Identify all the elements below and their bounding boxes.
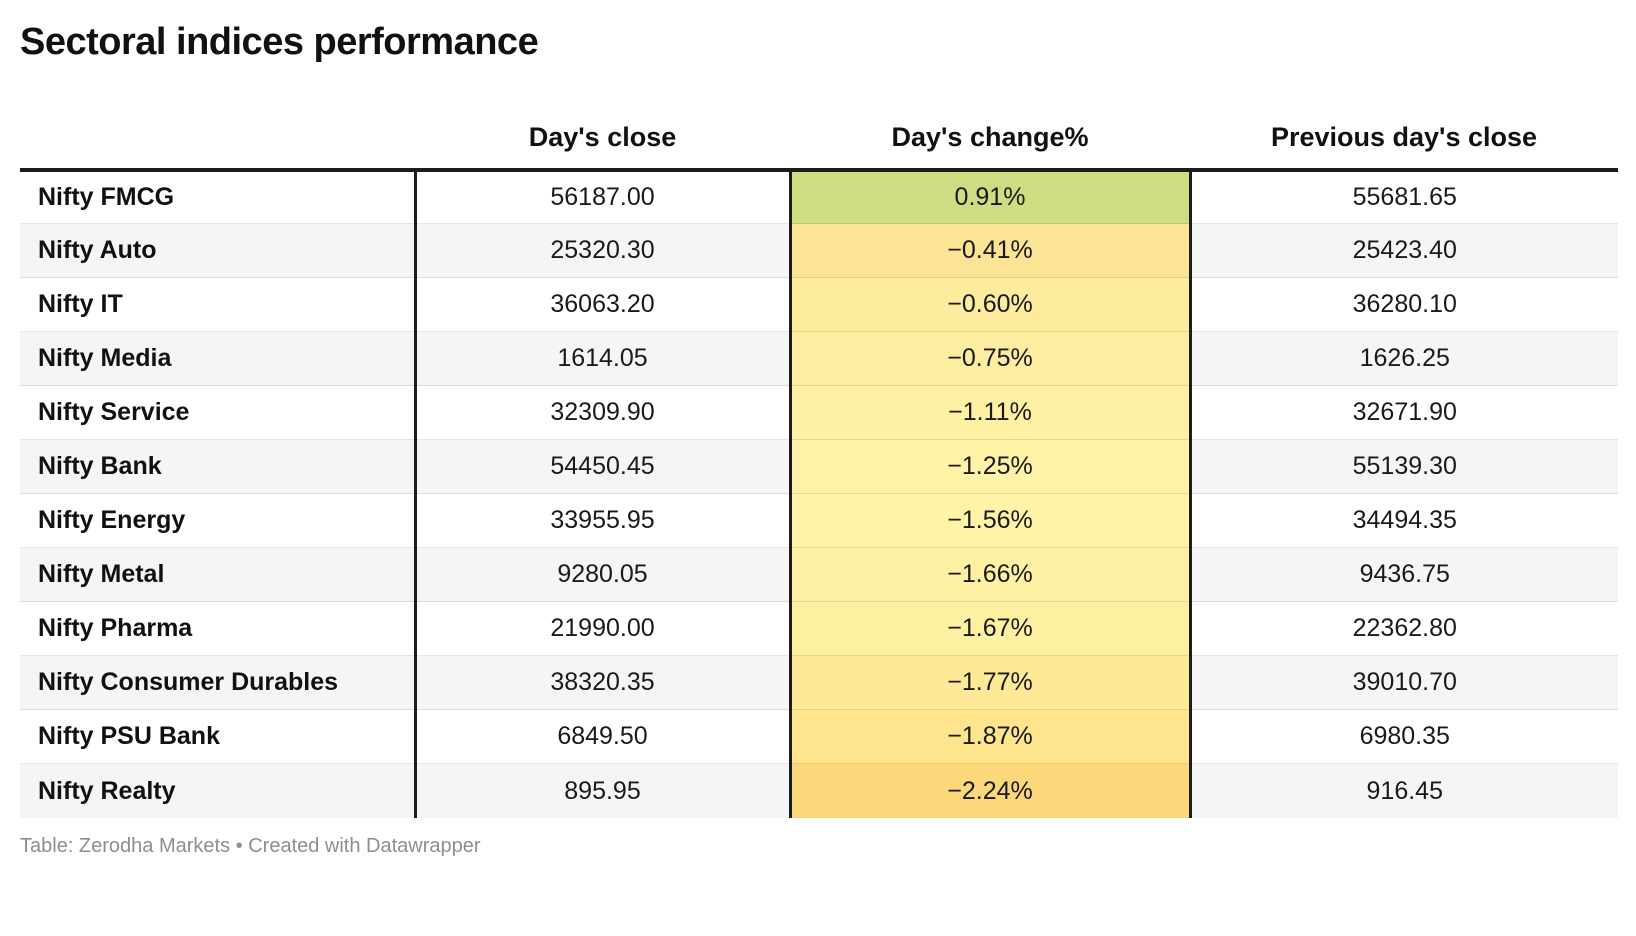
row-label: Nifty Metal: [20, 547, 415, 602]
days-change-cell: −0.60%: [788, 277, 1192, 332]
days-change-cell: −1.56%: [788, 493, 1192, 548]
days-close-cell: 1614.05: [413, 331, 790, 386]
days-change-cell: −1.67%: [788, 601, 1192, 656]
datawrapper-table-page: Sectoral indices performance Day's close…: [0, 21, 1636, 858]
column-header-days-close: Day's close: [415, 89, 790, 172]
table-row: Nifty IT 36063.20 −0.60% 36280.10: [20, 277, 1618, 332]
previous-close-cell: 55139.30: [1190, 439, 1618, 494]
column-header-index: [20, 89, 415, 172]
days-close-cell: 6849.50: [413, 709, 790, 764]
days-change-cell: −1.77%: [788, 655, 1192, 710]
row-label: Nifty Pharma: [20, 601, 415, 656]
table-row: Nifty Energy 33955.95 −1.56% 34494.35: [20, 493, 1618, 548]
table-row: Nifty Pharma 21990.00 −1.67% 22362.80: [20, 601, 1618, 656]
row-label: Nifty Energy: [20, 493, 415, 548]
days-close-cell: 33955.95: [413, 493, 790, 548]
table-row: Nifty Media 1614.05 −0.75% 1626.25: [20, 331, 1618, 386]
previous-close-cell: 34494.35: [1190, 493, 1618, 548]
footer-attribution: Table: Zerodha Markets • Created with Da…: [20, 834, 481, 857]
previous-close-cell: 1626.25: [1190, 331, 1618, 386]
days-change-cell: −1.66%: [788, 547, 1192, 602]
days-change-cell: −1.11%: [788, 385, 1192, 440]
days-change-cell: −0.75%: [788, 331, 1192, 386]
previous-close-cell: 39010.70: [1190, 655, 1618, 710]
table-row: Nifty Auto 25320.30 −0.41% 25423.40: [20, 223, 1618, 278]
days-close-cell: 21990.00: [413, 601, 790, 656]
table-row: Nifty PSU Bank 6849.50 −1.87% 6980.35: [20, 709, 1618, 764]
row-label: Nifty Consumer Durables: [20, 655, 415, 710]
days-close-cell: 38320.35: [413, 655, 790, 710]
days-close-cell: 895.95: [413, 763, 790, 818]
table-header: Day's close Day's change% Previous day's…: [20, 89, 1618, 172]
row-label: Nifty IT: [20, 277, 415, 332]
row-label: Nifty Media: [20, 331, 415, 386]
column-header-days-change: Day's change%: [790, 89, 1190, 172]
row-label: Nifty PSU Bank: [20, 709, 415, 764]
days-change-cell: −1.87%: [788, 709, 1192, 764]
previous-close-cell: 9436.75: [1190, 547, 1618, 602]
sectoral-indices-table: Day's close Day's change% Previous day's…: [20, 89, 1618, 818]
days-close-cell: 9280.05: [413, 547, 790, 602]
previous-close-cell: 25423.40: [1190, 223, 1618, 278]
row-label: Nifty Auto: [20, 223, 415, 278]
row-label: Nifty Realty: [20, 763, 415, 818]
days-change-cell: −1.25%: [788, 439, 1192, 494]
row-label: Nifty Service: [20, 385, 415, 440]
table-row: Nifty Consumer Durables 38320.35 −1.77% 390…: [20, 655, 1618, 710]
row-label: Nifty Bank: [20, 439, 415, 494]
days-close-cell: 56187.00: [413, 169, 790, 224]
table-row: Nifty Realty 895.95 −2.24% 916.45: [20, 763, 1618, 818]
table-row: Nifty Bank 54450.45 −1.25% 55139.30: [20, 439, 1618, 494]
previous-close-cell: 22362.80: [1190, 601, 1618, 656]
previous-close-cell: 55681.65: [1352, 183, 1457, 212]
row-label: Nifty FMCG: [38, 183, 175, 212]
column-header-previous-close: Previous day's close: [1190, 89, 1618, 172]
days-close-cell: 36063.20: [413, 277, 790, 332]
table-row: Nifty Metal 9280.05 −1.66% 9436.75: [20, 547, 1618, 602]
days-change-cell: −0.41%: [788, 223, 1192, 278]
table-row: Nifty Service 32309.90 −1.11% 32671.90: [20, 385, 1618, 440]
days-close-cell: 32309.90: [413, 385, 790, 440]
table-row: Nifty FMCG 56187.00 0.91% 55681.65: [20, 169, 1618, 224]
previous-close-cell: 32671.90: [1190, 385, 1618, 440]
days-change-cell: −2.24%: [788, 763, 1192, 818]
previous-close-cell: 916.45: [1190, 763, 1618, 818]
days-close-cell: 25320.30: [413, 223, 790, 278]
days-change-cell: 0.91%: [788, 169, 1192, 224]
previous-close-cell: 6980.35: [1190, 709, 1618, 764]
table-body: Nifty FMCG 56187.00 0.91% 55681.65 Nifty Aut…: [20, 169, 1618, 818]
previous-close-cell: 36280.10: [1190, 277, 1618, 332]
days-close-cell: 54450.45: [413, 439, 790, 494]
page-title: Sectoral indices performance: [20, 21, 539, 63]
